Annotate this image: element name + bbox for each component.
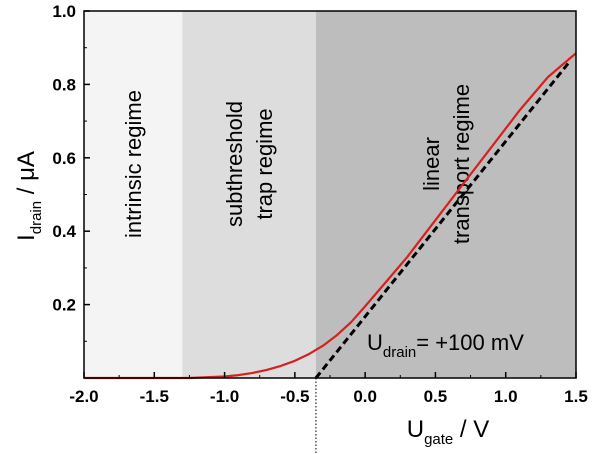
regime-label-0: intrinsic regime xyxy=(121,90,146,238)
linear-fit-line xyxy=(314,61,571,379)
y-tick-label: 1.0 xyxy=(52,2,76,21)
data-series xyxy=(84,52,577,380)
x-tick-label: -0.5 xyxy=(280,387,309,406)
x-axis-label: Ugate / V xyxy=(407,416,490,448)
x-tick-label: 0.5 xyxy=(424,387,448,406)
annotation-main: U xyxy=(367,330,383,355)
y-axis-label-main: I xyxy=(13,234,40,241)
x-tick-label: -2.0 xyxy=(69,387,98,406)
measured-current-line xyxy=(84,52,577,380)
regime-label-line: linear xyxy=(419,137,444,191)
regime-label-2: linear transport regime xyxy=(419,84,474,244)
regime-label-1: subthreshold trap regime xyxy=(222,101,277,227)
y-tick-label: 0.4 xyxy=(52,222,76,241)
drain-voltage-annotation: Udrain= +100 mV xyxy=(367,330,524,361)
y-tick-label: 0.6 xyxy=(52,149,76,168)
annotation-rest: = +100 mV xyxy=(416,330,524,355)
y-tick-label: 0.2 xyxy=(52,296,76,315)
x-tick-label: -1.0 xyxy=(210,387,239,406)
x-axis-ticks: -2.0 -1.5 -1.0 -0.5 0.0 0.5 1.0 1.5 xyxy=(69,372,588,406)
regime-band-2 xyxy=(315,11,576,378)
y-axis-label-sub: drain xyxy=(28,201,45,234)
regime-labels: intrinsic regime subthreshold trap regime l… xyxy=(121,84,474,244)
y-axis-label-unit: / μA xyxy=(13,151,40,201)
regime-band-1 xyxy=(182,11,316,378)
x-axis-label-sub: gate xyxy=(424,431,453,448)
y-axis-label: Idrain / μA xyxy=(13,151,45,241)
regime-backgrounds xyxy=(84,11,576,378)
x-axis-label-unit: / V xyxy=(453,416,489,443)
x-axis-label-main: U xyxy=(407,416,424,443)
annotation-sub: drain xyxy=(383,344,416,361)
regime-label-line: trap regime xyxy=(252,108,277,219)
x-tick-label: 0.0 xyxy=(353,387,377,406)
regime-label-line: intrinsic regime xyxy=(121,90,146,238)
regime-band-0 xyxy=(84,11,183,378)
regime-label-line: subthreshold xyxy=(222,101,247,227)
x-tick-label: 1.5 xyxy=(564,387,588,406)
x-tick-label: 1.0 xyxy=(494,387,518,406)
y-axis-ticks: 0.2 0.4 0.6 0.8 1.0 xyxy=(52,2,90,342)
y-tick-label: 0.8 xyxy=(52,75,76,94)
regime-label-line: transport regime xyxy=(449,84,474,244)
x-tick-label: -1.5 xyxy=(140,387,169,406)
